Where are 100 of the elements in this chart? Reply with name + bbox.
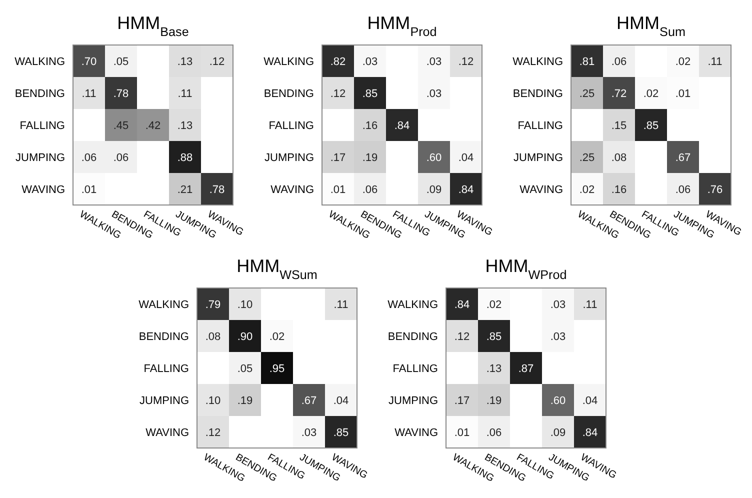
data-label: .03 — [550, 299, 566, 311]
data-label: .08 — [611, 152, 627, 164]
data-label: .11 — [334, 299, 348, 311]
data-label: .19 — [362, 152, 378, 164]
data-label: .19 — [486, 395, 502, 407]
data-label: .06 — [362, 184, 378, 196]
y-tick-label: BENDING — [264, 88, 314, 100]
y-tick-label: WAVING — [146, 427, 189, 439]
data-label: .42 — [145, 120, 161, 132]
data-label: .11 — [178, 88, 192, 100]
data-label: .70 — [81, 56, 97, 68]
y-tick-label: WAVING — [394, 427, 438, 439]
data-label: .84 — [454, 299, 470, 311]
y-tick-label: BENDING — [14, 88, 65, 100]
data-label: .06 — [81, 152, 97, 164]
data-label: .85 — [486, 331, 502, 343]
data-label: .60 — [550, 395, 566, 407]
data-label: .19 — [237, 395, 253, 407]
chart-title: HMM$_{Base}$ — [117, 13, 189, 39]
data-label: .12 — [458, 56, 474, 68]
data-label: .10 — [205, 395, 221, 407]
data-label: .15 — [611, 120, 627, 132]
data-label: .09 — [426, 184, 442, 196]
data-label: .87 — [518, 363, 534, 375]
data-label: .02 — [643, 88, 659, 100]
data-label: .17 — [454, 395, 470, 407]
data-label: .09 — [550, 427, 566, 439]
chart-title: HMM$_{Sum}$ — [616, 13, 686, 39]
y-tick-label: FALLING — [392, 363, 438, 375]
data-label: .03 — [426, 88, 442, 100]
data-label: .11 — [582, 299, 598, 311]
data-label: .76 — [707, 184, 723, 196]
data-label: .02 — [579, 184, 595, 196]
data-label: .02 — [269, 331, 285, 343]
data-label: .88 — [177, 152, 193, 164]
data-label: .78 — [209, 184, 225, 196]
data-label: .05 — [113, 56, 129, 68]
data-label: .01 — [675, 88, 691, 100]
y-tick-label: WAVING — [22, 184, 65, 196]
y-tick-label: JUMPING — [264, 152, 314, 164]
data-label: .06 — [486, 427, 502, 439]
data-label: .21 — [177, 184, 193, 196]
data-label: .16 — [362, 120, 378, 132]
y-tick-label: BENDING — [138, 331, 189, 343]
data-label: .11 — [82, 88, 96, 100]
data-label: .04 — [458, 152, 474, 164]
data-label: .72 — [611, 88, 627, 100]
data-label: .12 — [205, 427, 221, 439]
y-tick-label: FALLING — [144, 363, 189, 375]
data-label: .81 — [579, 56, 595, 68]
data-label: .67 — [675, 152, 691, 164]
data-label: .84 — [582, 427, 598, 439]
y-tick-label: WALKING — [138, 299, 189, 311]
data-label: .85 — [362, 88, 378, 100]
y-tick-label: WALKING — [14, 56, 65, 68]
data-label: .25 — [579, 152, 595, 164]
y-tick-label: BENDING — [388, 331, 438, 343]
data-label: .84 — [458, 184, 474, 196]
data-label: .04 — [582, 395, 598, 407]
data-label: .85 — [643, 120, 659, 132]
y-tick-label: BENDING — [512, 88, 563, 100]
data-label: .78 — [113, 88, 129, 100]
y-tick-label: FALLING — [268, 120, 314, 132]
data-label: .90 — [237, 331, 253, 343]
data-label: .17 — [330, 152, 346, 164]
data-label: .01 — [330, 184, 346, 196]
data-label: .13 — [177, 120, 193, 132]
data-label: .13 — [486, 363, 502, 375]
data-label: .13 — [177, 56, 193, 68]
data-label: .03 — [426, 56, 442, 68]
data-label: .25 — [579, 88, 595, 100]
data-label: .85 — [333, 427, 349, 439]
data-label: .06 — [675, 184, 691, 196]
data-label: .01 — [81, 184, 97, 196]
data-label: .12 — [330, 88, 346, 100]
data-label: .03 — [301, 427, 317, 439]
data-label: .95 — [269, 363, 285, 375]
data-label: .08 — [205, 331, 221, 343]
data-label: .06 — [611, 56, 627, 68]
y-tick-label: WALKING — [264, 56, 314, 68]
y-tick-label: FALLING — [20, 120, 65, 132]
data-label: .11 — [708, 56, 722, 68]
data-label: .05 — [237, 363, 253, 375]
y-tick-label: JUMPING — [514, 152, 563, 164]
chart-title: HMM$_{WSum}$ — [236, 256, 318, 282]
chart-title: HMM$_{Prod}$ — [367, 13, 437, 39]
data-label: .06 — [113, 152, 129, 164]
data-label: .60 — [426, 152, 442, 164]
data-label: .03 — [550, 331, 566, 343]
data-label: .67 — [301, 395, 317, 407]
data-label: .12 — [209, 56, 225, 68]
data-label: .79 — [205, 299, 221, 311]
data-label: .02 — [486, 299, 502, 311]
data-label: .82 — [330, 56, 346, 68]
data-label: .04 — [333, 395, 349, 407]
chart-title: HMM$_{WProd}$ — [485, 256, 567, 282]
data-label: .01 — [454, 427, 470, 439]
y-tick-label: JUMPING — [388, 395, 438, 407]
data-label: .10 — [237, 299, 253, 311]
data-label: .12 — [454, 331, 470, 343]
